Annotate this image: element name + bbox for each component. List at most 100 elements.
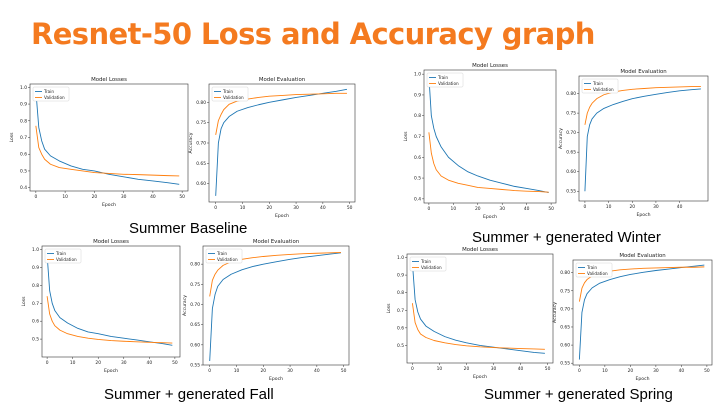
x-tick-label: 40 <box>320 205 326 211</box>
x-tick-label: 30 <box>499 206 505 212</box>
plot-frame <box>41 245 181 358</box>
y-tick-label: 0.70 <box>190 302 200 308</box>
series-line-validation <box>209 252 341 297</box>
y-tick-label: 0.8 <box>414 113 421 119</box>
caption-baseline: Summer Baseline <box>129 220 248 237</box>
y-axis-label: Loss <box>9 132 15 143</box>
caption-spring: Summer + generated Spring <box>484 386 673 403</box>
plot-frame <box>29 83 189 192</box>
y-tick-label: 0.6 <box>20 152 27 158</box>
x-tick-label: 50 <box>545 366 551 372</box>
x-tick-label: 10 <box>240 205 246 211</box>
y-tick-label: 0.75 <box>190 282 200 288</box>
x-tick-label: 0 <box>411 366 414 372</box>
chart-winter-acc: Model Evaluation 0.55 0.60 0.65 0.70 0.75 0.80… <box>557 66 712 218</box>
x-tick-label: 50 <box>704 368 710 374</box>
page-title: Resnet-50 Loss and Accuracy graph <box>31 17 595 51</box>
x-axis-label: Epoch <box>636 212 650 218</box>
chart-title: Model Losses <box>93 239 129 245</box>
series-line-validation <box>35 125 180 177</box>
y-tick-label: 0.80 <box>560 270 570 276</box>
legend-label-validation: Validation <box>593 87 614 92</box>
plot-frame <box>423 69 557 204</box>
plot-frame <box>572 259 713 366</box>
chart-svg: Model Evaluation 0.55 0.60 0.65 0.70 0.75 0.80… <box>182 239 350 382</box>
x-tick-label: 50 <box>347 205 353 211</box>
y-axis-label: Loss <box>386 303 392 314</box>
chart-title: Model Losses <box>472 63 508 69</box>
y-tick-label: 0.9 <box>397 273 404 279</box>
series-line-validation <box>578 266 705 302</box>
y-tick-label: 0.8 <box>32 283 39 289</box>
x-tick-label: 50 <box>179 194 185 200</box>
y-axis-label: Loss <box>21 296 27 307</box>
y-tick-label: 0.5 <box>414 176 421 182</box>
chart-fall-acc: Model Evaluation 0.55 0.60 0.65 0.70 0.75 0.80… <box>181 236 353 382</box>
y-tick-label: 1.0 <box>20 85 27 91</box>
legend-label-train: Train <box>43 89 54 94</box>
chart-spring-acc: Model Evaluation 0.55 0.60 0.65 0.70 0.75 0.80… <box>551 250 716 382</box>
y-tick-label: 0.55 <box>566 189 576 195</box>
plot-frame <box>406 253 554 364</box>
series-line-train <box>411 262 545 354</box>
chart-title: Model Losses <box>91 77 127 83</box>
chart-svg: Model Losses 0.5 0.6 0.7 0.8 0.9 1.0 0 10 20 30 40 5… <box>386 247 554 380</box>
x-tick-label: 10 <box>62 194 68 200</box>
chart-svg: Model Evaluation 0.55 0.60 0.65 0.70 0.75 0.80… <box>552 253 713 382</box>
y-tick-label: 0.8 <box>20 118 27 124</box>
y-tick-label: 0.7 <box>32 301 39 307</box>
x-tick-label: 30 <box>491 366 497 372</box>
y-tick-label: 1.0 <box>397 255 404 261</box>
series-line-validation <box>584 86 701 125</box>
x-tick-label: 40 <box>150 194 156 200</box>
series-line-train <box>209 252 342 361</box>
x-tick-label: 0 <box>584 204 587 210</box>
y-tick-label: 0.65 <box>190 322 200 328</box>
x-tick-label: 40 <box>314 368 320 374</box>
x-tick-label: 20 <box>628 368 634 374</box>
chart-winter-loss: Model Losses 0.4 0.5 0.6 0.7 0.8 0.9 1.0 0 10 20 30… <box>402 60 560 220</box>
chart-fall-loss: Model Losses 0.5 0.6 0.7 0.8 0.9 1.0 0 10 20 30 40 5… <box>20 236 184 374</box>
y-tick-label: 0.6 <box>414 155 421 161</box>
y-tick-label: 1.0 <box>32 247 39 253</box>
y-tick-label: 0.60 <box>190 342 200 348</box>
x-tick-label: 30 <box>121 360 127 366</box>
x-tick-label: 50 <box>341 368 347 374</box>
legend-label-validation: Validation <box>438 81 459 86</box>
y-tick-label: 0.7 <box>414 134 421 140</box>
x-tick-label: 10 <box>606 204 612 210</box>
x-tick-label: 40 <box>524 206 530 212</box>
x-tick-label: 50 <box>172 360 178 366</box>
x-axis-label: Epoch <box>635 376 649 382</box>
chart-title: Model Evaluation <box>619 253 665 259</box>
x-tick-label: 30 <box>287 368 293 374</box>
caption-winter: Summer + generated Winter <box>472 229 661 246</box>
x-tick-label: 50 <box>548 206 554 212</box>
y-tick-label: 0.55 <box>560 361 570 367</box>
series-line-validation <box>428 132 549 193</box>
y-tick-label: 0.4 <box>20 185 27 191</box>
chart-svg: Model Losses 0.4 0.5 0.6 0.7 0.8 0.9 1.0 0 10 20 30… <box>9 77 189 208</box>
chart-baseline-loss: Model Losses 0.4 0.5 0.6 0.7 0.8 0.9 1.0 0 10 20 30… <box>8 74 192 208</box>
chart-baseline-acc: Model Evaluation 0.60 0.65 0.70 0.75 0.80 0 10 2… <box>187 74 359 219</box>
x-tick-label: 20 <box>92 194 98 200</box>
chart-svg: Model Evaluation 0.60 0.65 0.70 0.75 0.80 0 10 2… <box>188 77 356 219</box>
x-axis-label: Epoch <box>483 214 497 220</box>
chart-svg: Model Losses 0.4 0.5 0.6 0.7 0.8 0.9 1.0 0 10 20 30… <box>403 63 557 220</box>
x-tick-label: 10 <box>602 368 608 374</box>
y-tick-label: 0.75 <box>566 111 576 117</box>
y-tick-label: 0.80 <box>566 91 576 97</box>
y-tick-label: 0.70 <box>566 130 576 136</box>
x-axis-label: Epoch <box>275 213 289 219</box>
x-tick-label: 0 <box>34 194 37 200</box>
y-tick-label: 0.6 <box>397 325 404 331</box>
y-tick-label: 0.9 <box>414 92 421 98</box>
y-tick-label: 0.80 <box>190 262 200 268</box>
y-tick-label: 0.9 <box>20 102 27 108</box>
y-tick-label: 0.75 <box>560 288 570 294</box>
series-line-validation <box>215 92 347 135</box>
x-tick-label: 10 <box>437 366 443 372</box>
x-tick-label: 0 <box>578 368 581 374</box>
chart-title: Model Evaluation <box>259 77 305 83</box>
x-tick-label: 20 <box>475 206 481 212</box>
